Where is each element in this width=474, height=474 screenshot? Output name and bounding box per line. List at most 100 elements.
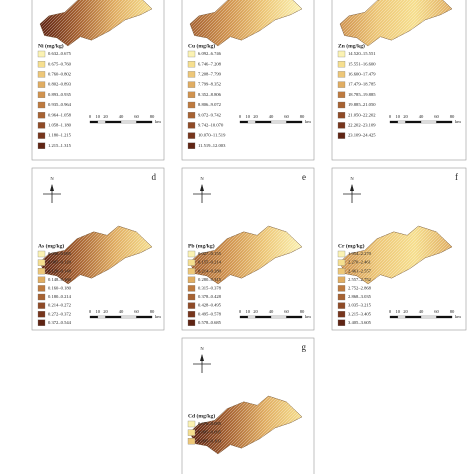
legend-label: 2.868–3.035 <box>348 294 372 299</box>
legend-swatch <box>187 268 196 275</box>
scale-label: 80 <box>150 114 155 119</box>
scale-label: 10 <box>395 114 400 119</box>
panel-letter: g <box>302 342 307 352</box>
scale-bar <box>270 315 287 319</box>
scale-bar <box>270 120 287 124</box>
legend-label: 1.954–2.270 <box>348 251 372 256</box>
legend-label: 0.120–0.148 <box>48 268 72 273</box>
legend-label: 0.893–0.935 <box>48 92 72 97</box>
legend-label: 19.885–21.050 <box>348 102 376 107</box>
legend-swatch <box>187 71 196 78</box>
legend-label: 0.214–0.272 <box>48 303 72 308</box>
legend-label: 0.148–0.160 <box>48 277 72 282</box>
legend-swatch <box>37 91 46 98</box>
scale-bar <box>247 315 256 319</box>
legend-swatch <box>37 122 46 129</box>
scale-bar <box>136 315 153 319</box>
legend-swatch <box>337 276 346 283</box>
legend-label: 0.935–0.964 <box>48 102 72 107</box>
legend-swatch <box>187 293 196 301</box>
scale-bar <box>420 315 437 319</box>
legend-swatch <box>337 71 346 78</box>
scale-bar <box>97 315 106 319</box>
legend-swatch <box>187 276 196 283</box>
scale-bar <box>239 315 248 319</box>
scale-bar <box>97 120 106 124</box>
legend-label: 0.085–0.095 <box>198 430 222 435</box>
scale-bar <box>405 315 422 319</box>
panel-letter: e <box>302 172 306 182</box>
scale-label: 10 <box>245 114 250 119</box>
legend-label: 0.675–0.760 <box>48 61 72 66</box>
legend-swatch <box>187 132 196 139</box>
scale-label: 40 <box>419 114 424 119</box>
legend-label: 23.109–24.425 <box>348 133 376 138</box>
compass-label: N <box>350 176 354 181</box>
legend-label: 3.035–3.215 <box>348 303 372 308</box>
scale-bar <box>105 315 122 319</box>
legend-label: 0.214–0.280 <box>198 268 222 273</box>
legend-label: 6.092–6.746 <box>198 51 222 56</box>
region-hatch <box>340 0 452 46</box>
legend-swatch <box>37 259 46 266</box>
scale-label: 40 <box>119 114 124 119</box>
legend-swatch <box>187 259 196 266</box>
scale-label: 10 <box>245 309 250 314</box>
region-hatch <box>40 0 152 46</box>
legend-swatch <box>337 61 346 68</box>
legend-swatch <box>37 268 46 275</box>
scale-bar <box>397 120 406 124</box>
legend-label: 1.215–1.315 <box>48 143 72 148</box>
legend-swatch <box>37 61 46 68</box>
scale-unit: km <box>305 314 311 319</box>
compass-arrow <box>50 184 54 191</box>
legend-label: 0.076–0.085 <box>198 421 222 426</box>
scale-label: 60 <box>284 114 289 119</box>
map-panel: Cu (mg/kg) 6.092–6.746 6.746–7.208 7.208–7.… <box>181 0 315 161</box>
scale-label: 20 <box>403 309 408 314</box>
legend-swatch <box>37 293 46 301</box>
scale-label: 60 <box>434 309 439 314</box>
legend-label: 10.070–11.519 <box>198 133 226 138</box>
legend-swatch <box>37 101 46 109</box>
legend-swatch <box>337 112 346 119</box>
scale-label: 40 <box>269 114 274 119</box>
scale-unit: km <box>305 119 311 124</box>
legend-label: 0.036–0.085 <box>48 251 72 256</box>
legend-title: Cu (mg/kg) <box>188 42 215 49</box>
legend-swatch <box>187 250 196 258</box>
legend-swatch <box>187 112 196 119</box>
scale-label: 60 <box>284 309 289 314</box>
legend-label: 0.155–0.214 <box>198 260 222 265</box>
region-hatch <box>190 396 302 454</box>
legend-swatch <box>337 285 346 292</box>
legend-label: 7.208–7.799 <box>198 71 222 76</box>
legend-label: 9.072–9.742 <box>198 112 222 117</box>
legend-label: 9.742–10.070 <box>198 122 224 127</box>
legend-label: 15.551–16.600 <box>348 61 376 66</box>
legend-label: 1.058–1.180 <box>48 122 72 127</box>
legend-swatch <box>187 61 196 68</box>
legend-swatch <box>37 112 46 119</box>
legend-swatch <box>187 302 196 309</box>
scale-label: 40 <box>269 309 274 314</box>
scale-bar <box>405 120 422 124</box>
legend-label: 0.280–0.315 <box>198 277 222 282</box>
legend-swatch <box>337 101 346 109</box>
legend-swatch <box>337 293 346 301</box>
region-hatch <box>190 0 302 46</box>
legend-label: 22.202–23.109 <box>348 122 376 127</box>
scale-bar <box>286 120 303 124</box>
legend-swatch <box>187 91 196 98</box>
legend-label: 0.180–0.214 <box>48 294 72 299</box>
scale-label: 20 <box>253 114 258 119</box>
legend-swatch <box>337 132 346 139</box>
legend-label: 0.428–0.495 <box>198 303 222 308</box>
scale-bar <box>436 120 453 124</box>
compass-arrow <box>200 354 204 361</box>
scale-unit: km <box>155 119 161 124</box>
